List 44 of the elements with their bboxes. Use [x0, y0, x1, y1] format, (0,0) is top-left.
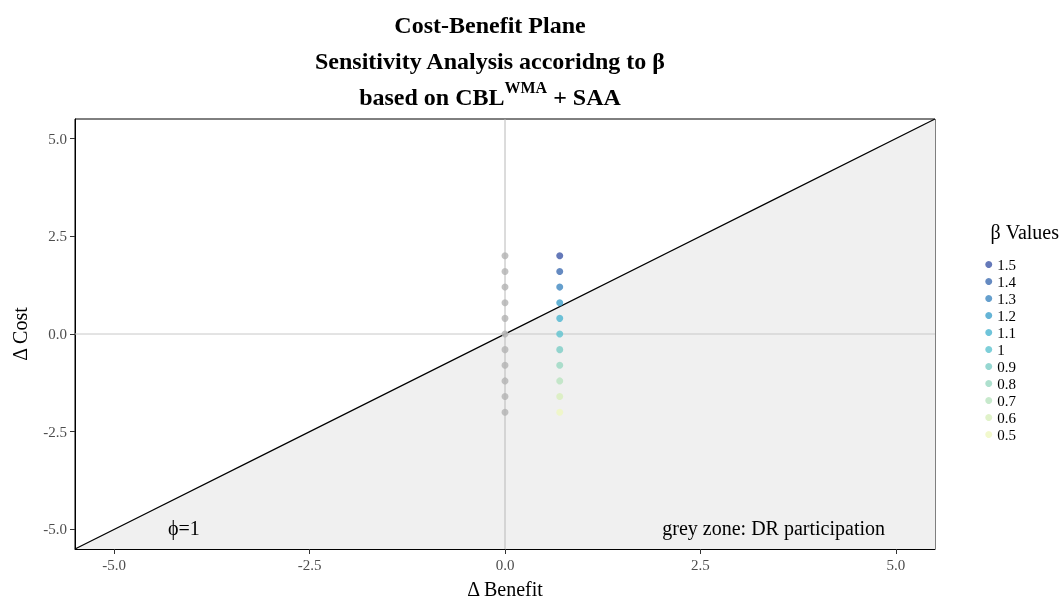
legend-title: β Values	[990, 221, 1060, 244]
point	[501, 346, 509, 354]
legend-label: 0.5	[997, 426, 1016, 443]
x-tick-label: -5.0	[102, 556, 126, 573]
y-axis-title: Δ Cost	[9, 306, 31, 361]
y-tick-label: 2.5	[48, 228, 67, 245]
x-tick-label: 0.0	[495, 556, 515, 573]
point	[556, 299, 564, 307]
legend-label: 0.8	[997, 375, 1016, 392]
point	[556, 330, 564, 338]
point	[556, 408, 564, 416]
annotation: ϕ=1	[168, 517, 200, 540]
legend-label: 0.9	[997, 358, 1016, 375]
point	[556, 377, 564, 385]
y-tick-label: -2.5	[43, 423, 67, 440]
legend-label: 1.4	[997, 273, 1017, 290]
y-tick-label: -5.0	[43, 521, 67, 538]
point	[501, 393, 509, 401]
legend-label: 0.6	[997, 409, 1017, 426]
x-tick-label: -2.5	[297, 556, 322, 573]
point	[501, 267, 509, 275]
point	[556, 361, 564, 369]
point	[501, 314, 509, 322]
point	[501, 361, 509, 369]
point	[556, 252, 564, 260]
point	[501, 299, 509, 307]
point	[556, 393, 564, 401]
legend-label: 1.2	[997, 307, 1016, 324]
legend-label: 0.7	[997, 392, 1017, 409]
annotation: grey zone: DR participation	[662, 517, 886, 540]
legend-label: 1.1	[997, 324, 1016, 341]
point	[556, 267, 564, 275]
point	[501, 252, 509, 260]
x-axis-title: Δ Benefit	[467, 578, 544, 600]
y-tick-label: 0.0	[48, 326, 67, 342]
legend-label: 1	[997, 341, 1005, 358]
legend-label: 1.3	[997, 290, 1016, 307]
point	[556, 283, 564, 291]
x-tick-label: 5.0	[886, 556, 906, 573]
legend-label: 1.5	[997, 256, 1016, 273]
y-tick-label: 5.0	[48, 130, 67, 147]
x-tick-label: 2.5	[691, 556, 710, 573]
point	[556, 346, 564, 354]
point	[556, 314, 564, 322]
